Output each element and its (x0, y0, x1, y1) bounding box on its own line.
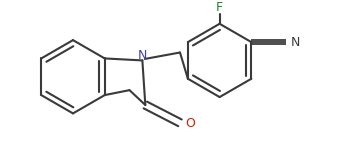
Text: N: N (138, 49, 147, 62)
Text: O: O (185, 117, 195, 130)
Text: F: F (216, 1, 223, 15)
Text: N: N (291, 36, 301, 49)
